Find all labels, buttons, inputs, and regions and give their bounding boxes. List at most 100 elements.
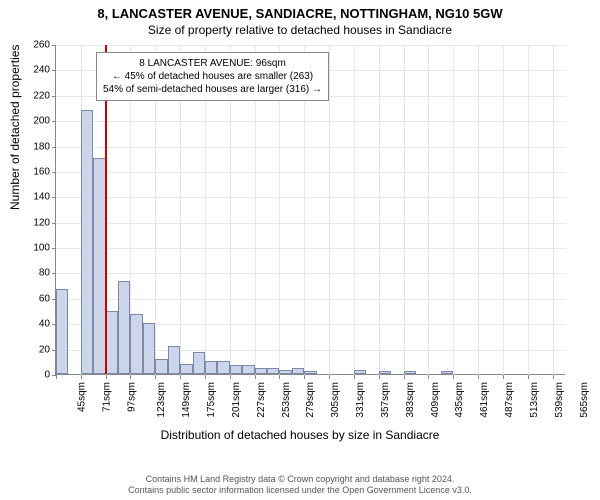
gridline (56, 172, 566, 173)
ytick-mark (52, 248, 56, 249)
xtick-label: 357sqm (380, 382, 391, 418)
vgridline (404, 45, 405, 375)
xtick-label: 97sqm (126, 382, 137, 412)
bar (230, 365, 242, 374)
ytick-label: 20 (20, 344, 50, 355)
xtick-mark (503, 375, 504, 379)
chart-container: 8, LANCASTER AVENUE, SANDIACRE, NOTTINGH… (0, 0, 600, 500)
gridline (56, 273, 566, 274)
infobox-line-2: ← 45% of detached houses are smaller (26… (103, 70, 322, 83)
ytick-label: 80 (20, 268, 50, 279)
ytick-label: 160 (20, 166, 50, 177)
bar (267, 368, 279, 374)
xtick-mark (329, 375, 330, 379)
footer-line-1: Contains HM Land Registry data © Crown c… (0, 474, 600, 485)
info-box: 8 LANCASTER AVENUE: 96sqm← 45% of detach… (96, 52, 329, 101)
ytick-label: 200 (20, 116, 50, 127)
xtick-label: 461sqm (479, 382, 490, 418)
xtick-label: 513sqm (529, 382, 540, 418)
ytick-mark (52, 223, 56, 224)
ytick-mark (52, 197, 56, 198)
vgridline (329, 45, 330, 375)
bar (404, 371, 416, 374)
vgridline (453, 45, 454, 375)
xtick-label: 227sqm (256, 382, 267, 418)
ytick-mark (52, 172, 56, 173)
infobox-line-1: 8 LANCASTER AVENUE: 96sqm (103, 57, 322, 70)
xtick-label: 487sqm (504, 382, 515, 418)
xtick-mark (354, 375, 355, 379)
xtick-label: 331sqm (355, 382, 366, 418)
title-sub: Size of property relative to detached ho… (0, 21, 600, 41)
xtick-mark (130, 375, 131, 379)
xtick-mark (379, 375, 380, 379)
vgridline (503, 45, 504, 375)
ytick-label: 100 (20, 243, 50, 254)
xtick-mark (180, 375, 181, 379)
vgridline (379, 45, 380, 375)
ytick-label: 60 (20, 293, 50, 304)
vgridline (553, 45, 554, 375)
bar (279, 370, 291, 374)
xtick-mark (279, 375, 280, 379)
ytick-mark (52, 121, 56, 122)
xtick-label: 253sqm (281, 382, 292, 418)
xtick-mark (81, 375, 82, 379)
xtick-mark (205, 375, 206, 379)
bar (106, 311, 118, 374)
xtick-label: 175sqm (206, 382, 217, 418)
vgridline (428, 45, 429, 375)
ytick-label: 180 (20, 141, 50, 152)
bar (143, 323, 155, 374)
x-axis-label: Distribution of detached houses by size … (0, 428, 600, 442)
xtick-label: 409sqm (430, 382, 441, 418)
bar (180, 364, 192, 374)
xtick-mark (478, 375, 479, 379)
xtick-mark (528, 375, 529, 379)
xtick-label: 123sqm (157, 382, 168, 418)
ytick-mark (52, 96, 56, 97)
xtick-label: 435sqm (455, 382, 466, 418)
bar (379, 371, 391, 374)
xtick-mark (106, 375, 107, 379)
bar (255, 368, 267, 374)
ytick-label: 220 (20, 90, 50, 101)
xtick-label: 201sqm (231, 382, 242, 418)
ytick-label: 240 (20, 65, 50, 76)
bar (155, 359, 167, 374)
xtick-mark (230, 375, 231, 379)
bar (193, 352, 205, 374)
gridline (56, 121, 566, 122)
bar (292, 368, 304, 374)
xtick-label: 565sqm (579, 382, 590, 418)
xtick-mark (453, 375, 454, 379)
xtick-label: 71sqm (101, 382, 112, 412)
xtick-mark (428, 375, 429, 379)
xtick-mark (553, 375, 554, 379)
vgridline (354, 45, 355, 375)
bar (217, 361, 229, 374)
ytick-label: 40 (20, 319, 50, 330)
gridline (56, 147, 566, 148)
title-main: 8, LANCASTER AVENUE, SANDIACRE, NOTTINGH… (0, 0, 600, 21)
gridline (56, 45, 566, 46)
xtick-mark (404, 375, 405, 379)
gridline (56, 223, 566, 224)
ytick-mark (52, 70, 56, 71)
xtick-mark (255, 375, 256, 379)
vgridline (528, 45, 529, 375)
xtick-label: 279sqm (306, 382, 317, 418)
footer-attribution: Contains HM Land Registry data © Crown c… (0, 474, 600, 497)
xtick-mark (56, 375, 57, 379)
gridline (56, 197, 566, 198)
xtick-label: 383sqm (405, 382, 416, 418)
ytick-mark (52, 147, 56, 148)
xtick-mark (304, 375, 305, 379)
ytick-mark (52, 45, 56, 46)
bar (441, 371, 453, 374)
bar (205, 361, 217, 374)
ytick-mark (52, 273, 56, 274)
bar (354, 370, 366, 374)
infobox-line-3: 54% of semi-detached houses are larger (… (103, 83, 322, 96)
vgridline (478, 45, 479, 375)
